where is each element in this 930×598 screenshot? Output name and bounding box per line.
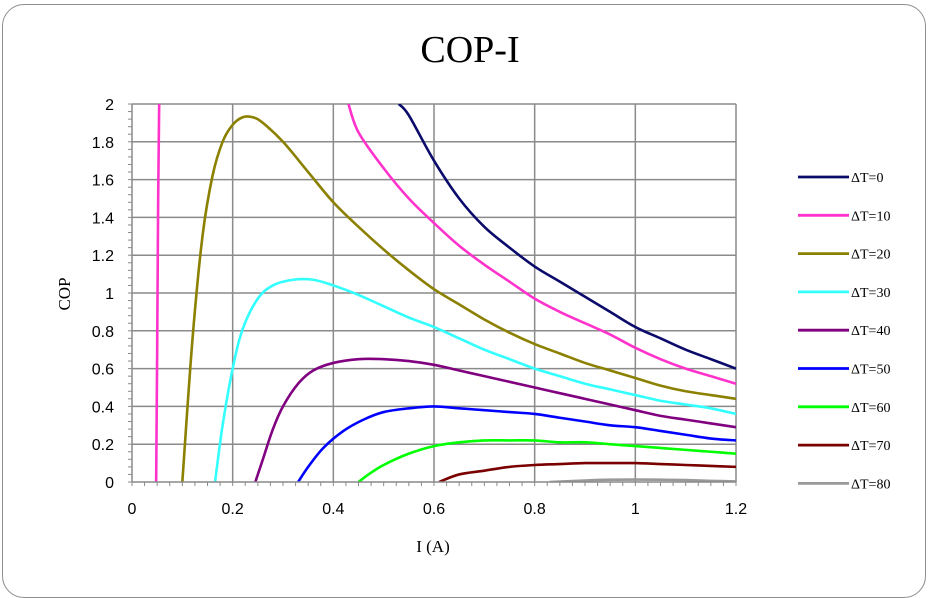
legend-label-dt-60: ΔT=60 (851, 401, 890, 416)
chart-frame (2, 4, 926, 598)
legend-label-dt-30: ΔT=30 (851, 286, 890, 301)
series-line-dt-10-upper (347, 104, 736, 385)
y-axis-label: COP (55, 277, 74, 310)
series-line-dt-60 (357, 438, 736, 482)
y-tick-label: 2 (105, 97, 114, 114)
series-line-dt-80 (549, 478, 736, 482)
y-tick-label: 0.2 (92, 437, 114, 454)
y-tick-label: 1.6 (92, 173, 114, 190)
series-line-dt-70 (438, 461, 736, 482)
y-tick-label: 0.8 (92, 324, 114, 341)
x-tick-label: 1.2 (725, 501, 747, 518)
legend-label-dt-80: ΔT=80 (851, 477, 890, 492)
y-tick-label: 0.6 (92, 362, 114, 379)
x-tick-label: 0.2 (222, 501, 244, 518)
series-line-dt-30 (213, 277, 736, 482)
axes: 0 0.2 0.4 0.6 0.8 1 1.2 0 0.2 0.4 0.6 0.8 1 1.2 1.4 1.6… (92, 97, 747, 518)
legend-label-dt-40: ΔT=40 (851, 324, 890, 339)
series-line-dt-40 (254, 357, 736, 482)
y-tick-label: 0 (105, 475, 114, 492)
x-tick-label: 0 (128, 501, 137, 518)
series-line-dt-0 (397, 104, 736, 370)
x-tick-label: 0.8 (524, 501, 546, 518)
legend-label-dt-0: ΔT=0 (851, 171, 883, 186)
x-tick-label: 1 (631, 501, 640, 518)
series-line-dt-20 (181, 115, 736, 482)
series-line-dt-10 (154, 104, 161, 482)
chart-title: COP-I (420, 29, 519, 71)
x-axis-label: I (A) (416, 537, 450, 556)
x-tick-label: 0.4 (322, 501, 344, 518)
series-line-dt-50 (297, 405, 736, 482)
y-tick-label: 0.4 (92, 399, 114, 416)
legend-label-dt-50: ΔT=50 (851, 363, 890, 378)
chart-canvas: COP-I COP I (A) 0 0.2 0.4 0.6 0.8 1 1.2 0 0.2 0.4… (55, 29, 890, 556)
legend: ΔT=0 ΔT=10 ΔT=20 ΔT=30 ΔT=40 ΔT=50 ΔT=60 ΔT=70 Δ… (798, 171, 890, 492)
x-tick-label: 0.6 (423, 501, 445, 518)
y-tick-label: 1.4 (92, 210, 114, 227)
y-tick-label: 1.2 (92, 248, 114, 265)
legend-label-dt-20: ΔT=20 (851, 248, 890, 263)
y-tick-label: 1.8 (92, 135, 114, 152)
y-tick-label: 1 (105, 286, 114, 303)
legend-label-dt-10: ΔT=10 (851, 209, 890, 224)
legend-label-dt-70: ΔT=70 (851, 439, 890, 454)
series-lines (154, 104, 736, 482)
